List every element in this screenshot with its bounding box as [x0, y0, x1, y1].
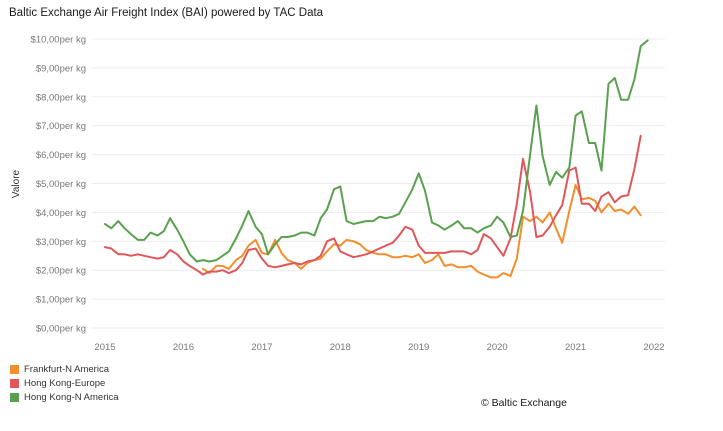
- chart-title: Baltic Exchange Air Freight Index (BAI) …: [9, 7, 324, 19]
- x-tick-label: 2020: [487, 342, 508, 353]
- y-tick-label: $6,00per kg: [36, 150, 86, 161]
- legend-swatch: [10, 364, 19, 374]
- x-tick-label: 2015: [94, 342, 115, 353]
- x-tick-label: 2022: [643, 342, 664, 353]
- legend: Frankfurt-N America Hong Kong-Europe Hon…: [10, 362, 119, 404]
- y-tick-label: $8,00per kg: [36, 92, 86, 103]
- y-tick-label: $3,00per kg: [36, 237, 86, 248]
- x-tick-label: 2018: [330, 342, 351, 353]
- x-tick-label: 2021: [565, 342, 586, 353]
- x-axis: 2015 2016 2017 2018 2019 2020 2021 2022: [94, 342, 664, 353]
- legend-item-hong-kong-n-america[interactable]: Hong Kong-N America: [10, 390, 119, 404]
- y-tick-label: $1,00per kg: [36, 295, 86, 306]
- series-line-hong-kong-n-america[interactable]: [104, 39, 649, 263]
- legend-label: Hong Kong-Europe: [24, 377, 106, 389]
- copyright-notice: © Baltic Exchange: [481, 397, 567, 409]
- x-tick-label: 2017: [251, 342, 272, 353]
- y-tick-label: $10,00per kg: [31, 35, 86, 46]
- grid-lines: [92, 38, 665, 329]
- y-tick-label: $9,00per kg: [36, 63, 86, 74]
- series-line-frankfurt-n-america[interactable]: [202, 183, 642, 279]
- y-tick-label: $0,00per kg: [36, 324, 86, 335]
- legend-swatch: [10, 392, 19, 402]
- series-line-hong-kong-europe[interactable]: [104, 134, 642, 276]
- y-tick-label: $2,00per kg: [36, 266, 86, 277]
- y-tick-label: $7,00per kg: [36, 121, 86, 132]
- y-tick-label: $4,00per kg: [36, 208, 86, 219]
- y-tick-label: $5,00per kg: [36, 179, 86, 190]
- series-lines: [104, 39, 649, 279]
- x-tick-label: 2019: [408, 342, 429, 353]
- legend-item-frankfurt-n-america[interactable]: Frankfurt-N America: [10, 362, 119, 376]
- legend-item-hong-kong-europe[interactable]: Hong Kong-Europe: [10, 376, 119, 390]
- legend-label: Frankfurt-N America: [24, 363, 109, 375]
- y-axis: $0,00per kg $1,00per kg $2,00per kg $3,00pe…: [31, 35, 86, 335]
- legend-label: Hong Kong-N America: [24, 391, 119, 403]
- legend-swatch: [10, 378, 19, 388]
- y-axis-label: Valore: [11, 169, 22, 198]
- x-tick-label: 2016: [173, 342, 194, 353]
